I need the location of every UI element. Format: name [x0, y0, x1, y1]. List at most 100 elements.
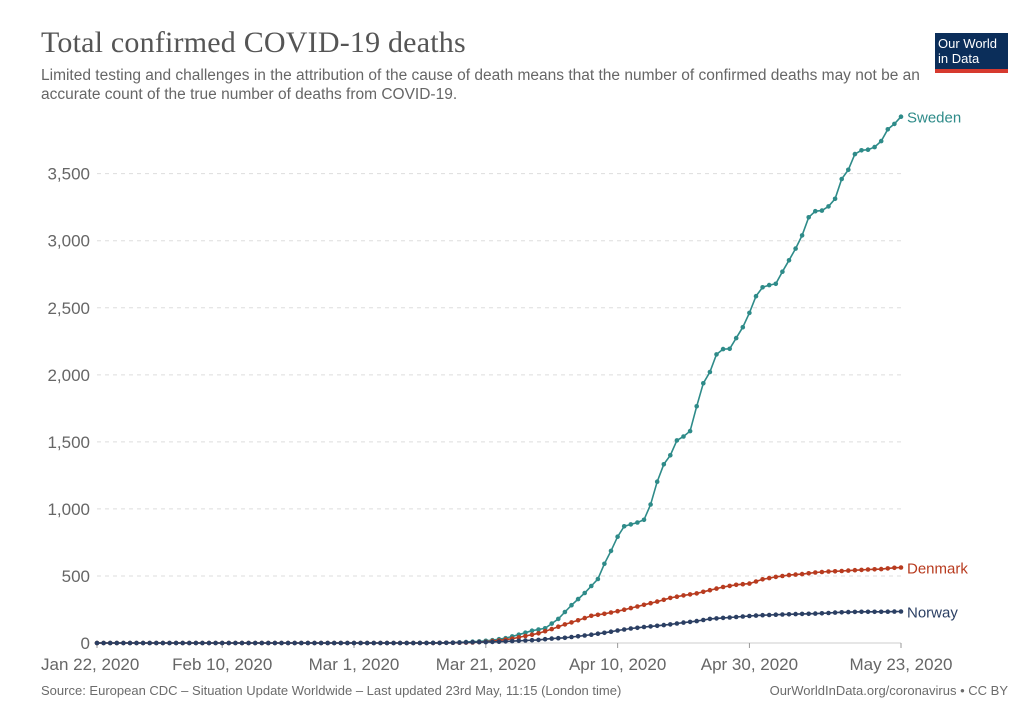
data-point-sweden [720, 346, 726, 352]
data-point-norway [285, 640, 291, 646]
data-point-norway [160, 640, 166, 646]
data-point-sweden [740, 324, 746, 330]
data-point-denmark [582, 615, 587, 621]
data-point-sweden [654, 479, 660, 485]
data-point-denmark [542, 628, 548, 634]
data-point-denmark [806, 571, 811, 576]
data-point-norway [259, 640, 265, 646]
data-point-norway [549, 636, 554, 641]
data-point-norway [753, 613, 759, 618]
data-point-norway [312, 640, 317, 646]
data-point-sweden [556, 616, 561, 622]
data-point-denmark [885, 566, 891, 571]
data-point-norway [331, 640, 337, 646]
data-point-sweden [628, 522, 634, 527]
data-point-denmark [615, 608, 620, 614]
data-point-norway [444, 640, 449, 646]
data-point-norway [167, 640, 172, 646]
data-point-norway [364, 640, 370, 646]
data-point-denmark [753, 579, 759, 584]
data-point-norway [463, 640, 469, 645]
y-tick-label: 3,000 [47, 232, 90, 251]
data-point-norway [859, 609, 864, 615]
data-point-denmark [714, 586, 719, 591]
data-point-sweden [727, 346, 732, 352]
data-point-norway [740, 614, 746, 619]
data-point-sweden [621, 524, 627, 529]
data-point-denmark [846, 568, 851, 573]
credit-link[interactable]: OurWorldInData.org/coronavirus • CC BY [769, 683, 1008, 698]
data-point-denmark [720, 584, 726, 590]
data-point-norway [299, 640, 304, 646]
data-point-norway [720, 615, 726, 621]
data-point-denmark [575, 618, 581, 623]
y-tick-label: 1,000 [47, 500, 90, 519]
data-point-norway [338, 640, 344, 646]
data-point-denmark [892, 565, 897, 571]
data-point-norway [687, 619, 693, 625]
series-label-norway: Norway [907, 604, 958, 621]
data-point-norway [839, 610, 844, 615]
data-point-denmark [635, 604, 640, 609]
data-point-norway [661, 622, 667, 628]
data-point-norway [173, 640, 179, 646]
data-point-sweden [786, 258, 792, 263]
data-point-norway [628, 626, 634, 631]
data-point-sweden [641, 517, 647, 523]
data-point-denmark [589, 613, 594, 619]
data-point-norway [819, 611, 825, 616]
logo-line-2: in Data [938, 51, 980, 66]
data-point-norway [536, 637, 541, 643]
data-point-norway [575, 634, 581, 639]
data-point-norway [127, 640, 133, 646]
data-point-sweden [595, 576, 601, 582]
data-point-norway [437, 640, 443, 646]
data-point-norway [892, 609, 897, 614]
data-point-norway [457, 640, 462, 645]
data-point-denmark [826, 569, 831, 574]
series-line-denmark [97, 566, 902, 644]
data-point-norway [345, 640, 350, 646]
data-point-norway [542, 636, 548, 642]
data-point-norway [252, 640, 258, 646]
x-tick-label: Feb 10, 2020 [172, 655, 272, 674]
data-point-sweden [878, 138, 884, 144]
data-point-denmark [549, 626, 554, 632]
data-point-sweden [760, 285, 765, 290]
data-point-denmark [780, 573, 785, 579]
data-point-denmark [832, 569, 838, 574]
data-point-norway [747, 613, 752, 619]
data-point-denmark [641, 602, 647, 608]
data-point-norway [226, 640, 232, 646]
data-point-norway [786, 612, 792, 617]
data-point-denmark [766, 575, 772, 581]
data-point-norway [516, 638, 522, 644]
data-point-sweden [846, 167, 851, 173]
data-point-norway [898, 609, 904, 614]
data-point-sweden [661, 462, 667, 467]
data-point-denmark [813, 570, 818, 575]
data-point-norway [180, 640, 185, 646]
x-tick-label: Mar 21, 2020 [436, 655, 536, 674]
source-note[interactable]: Source: European CDC – Situation Update … [41, 683, 622, 698]
owid-logo[interactable]: Our World in Data [935, 33, 1008, 73]
data-point-norway [694, 618, 699, 624]
x-tick-label: Mar 1, 2020 [309, 655, 400, 674]
data-point-norway [266, 640, 271, 646]
data-point-norway [107, 640, 113, 646]
data-point-norway [351, 640, 357, 646]
data-point-norway [569, 634, 574, 640]
data-point-sweden [674, 438, 680, 443]
data-point-norway [187, 640, 192, 646]
data-point-denmark [872, 567, 877, 572]
data-point-denmark [733, 582, 739, 588]
data-point-denmark [516, 635, 522, 640]
data-point-norway [219, 640, 225, 646]
data-point-sweden [892, 121, 897, 127]
data-point-norway [134, 640, 139, 646]
data-point-denmark [648, 600, 653, 606]
data-point-norway [701, 617, 706, 623]
data-point-norway [114, 640, 120, 646]
data-point-norway [206, 640, 212, 646]
